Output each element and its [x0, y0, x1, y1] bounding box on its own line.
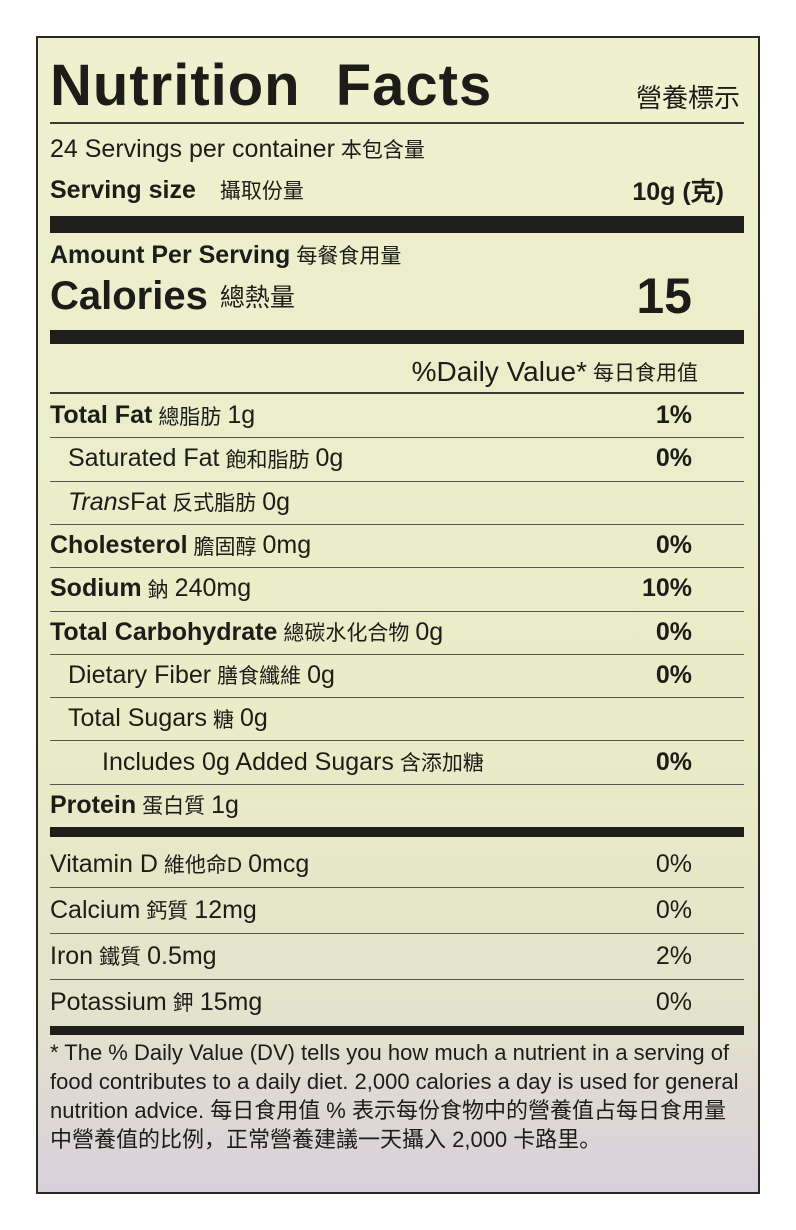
serving-size-zh: 攝取份量	[219, 180, 304, 203]
nutrient-name: Dietary Fiber	[68, 660, 212, 689]
nutrient-zh: 鈣質	[146, 900, 189, 923]
nutrient-zh: 鉀	[172, 992, 194, 1015]
nutrient-name: Total Fat	[50, 401, 153, 430]
serving-size-label: Serving size	[50, 175, 196, 204]
nutrient-zh: 膽固醇	[193, 535, 257, 559]
nutrient-dv: 0%	[655, 617, 692, 646]
nutrient-row: Vitamin D 維他命D 0mcg 0%	[50, 841, 744, 887]
amount-label: Amount Per Serving	[50, 240, 291, 269]
nutrient-name: Protein	[50, 790, 137, 819]
nutrient-name: Cholesterol	[50, 531, 188, 560]
dv-header-zh: 每日食用值	[593, 362, 698, 385]
nutrient-dv: 0%	[655, 895, 692, 924]
nutrient-zh: 鈉	[147, 578, 169, 602]
nutrient-amount: 0g	[262, 487, 290, 516]
nutrient-dv: 10%	[641, 574, 692, 603]
amount-zh: 每餐食用量	[296, 245, 402, 268]
nutrient-amount: 0g	[307, 660, 335, 689]
nutrient-zh: 總碳水化合物	[283, 622, 410, 646]
nutrient-amount: 240mg	[174, 574, 252, 603]
nutrient-amount: 0g	[315, 444, 344, 473]
nutrient-name: Total Sugars	[68, 704, 207, 733]
nutrient-dv: 0%	[655, 444, 692, 473]
nutrient-row: Total Sugars 糖 0g	[50, 697, 744, 740]
nutrient-zh: 反式脂肪	[172, 492, 257, 516]
nutrient-name: Trans	[68, 487, 131, 516]
nutrient-dv: 1%	[655, 401, 692, 430]
nutrient-row: Dietary Fiber 膳食纖維 0g 0%	[50, 654, 744, 697]
nutrient-row: Includes 0g Added Sugars 含添加糖 0%	[50, 740, 744, 783]
nutrient-row: Sodium 鈉 240mg 10%	[50, 567, 744, 610]
nutrient-name-rest: Fat	[130, 487, 167, 516]
serving-size-row: Serving size 攝取份量 10g (克)	[50, 172, 744, 208]
footnote: * The % Daily Value (DV) tells you how m…	[50, 1040, 739, 1152]
nutrient-name: Saturated Fat	[68, 444, 220, 473]
servings-row: 24 Servings per container 本包含量	[50, 132, 744, 166]
nutrient-zh: 膳食纖維	[217, 665, 302, 689]
calories-row: Calories 總熱量 15	[50, 268, 744, 324]
servings-text: 24 Servings per container	[50, 134, 335, 163]
nutrient-zh: 總脂肪	[158, 405, 222, 429]
nutrient-amount: 0g	[239, 704, 268, 733]
nutrient-amount: 0mcg	[248, 849, 310, 878]
nutrient-zh: 維他命D	[163, 854, 243, 877]
nutrient-amount: 12mg	[194, 895, 257, 924]
nutrient-name: Calcium	[50, 895, 141, 924]
nutrient-row: Total Fat 總脂肪 1g 1%	[50, 394, 744, 437]
nutrient-name: Total Carbohydrate	[50, 617, 278, 646]
nutrient-dv: 2%	[655, 941, 692, 970]
title-zh: 營養標示	[635, 84, 740, 114]
nutrient-zh: 含添加糖	[399, 752, 484, 776]
nutrient-name: Iron	[50, 941, 94, 970]
nutrient-zh: 糖	[212, 708, 234, 732]
nutrient-name: Includes 0g Added Sugars	[102, 747, 394, 776]
calories-label: Calories	[50, 273, 208, 318]
nutrient-dv: 0%	[655, 531, 692, 560]
title: Nutrition Facts	[50, 53, 493, 118]
nutrient-row: Iron 鐵質 0.5mg 2%	[50, 933, 744, 979]
nutrient-amount: 0g	[415, 617, 444, 646]
nutrient-row: Calcium 鈣質 12mg 0%	[50, 887, 744, 933]
nutrient-row: Potassium 鉀 15mg 0%	[50, 979, 744, 1025]
serving-size-value: 10g (克)	[632, 178, 724, 206]
nutrient-zh: 鐵質	[99, 946, 142, 969]
nutrient-amount: 1g	[227, 401, 256, 430]
calories-zh: 總熱量	[219, 284, 295, 312]
dv-header-label: %Daily Value*	[411, 356, 587, 387]
nutrient-zh: 蛋白質	[142, 795, 206, 819]
nutrient-row: Cholesterol 膽固醇 0mg 0%	[50, 524, 744, 567]
nutrient-amount: 0mg	[262, 531, 312, 560]
calories-value: 15	[636, 268, 692, 324]
nutrient-row: Trans Fat 反式脂肪 0g	[50, 481, 744, 524]
nutrient-name: Vitamin D	[50, 849, 158, 878]
nutrient-row: Total Carbohydrate 總碳水化合物 0g 0%	[50, 611, 744, 654]
dv-header: %Daily Value* 每日食用值	[50, 352, 744, 392]
nutrient-dv: 0%	[655, 660, 692, 689]
nutrient-name: Potassium	[50, 987, 167, 1016]
nutrient-name: Sodium	[50, 574, 142, 603]
nutrient-amount: 15mg	[199, 987, 263, 1016]
nutrient-row: Protein 蛋白質 1g	[50, 784, 744, 827]
amount-row: Amount Per Serving 每餐食用量	[50, 238, 744, 272]
nutrient-dv: 0%	[655, 747, 692, 776]
nutrition-label: Nutrition Facts 營養標示 24 Servings per con…	[36, 36, 760, 1194]
nutrient-amount: 1g	[211, 790, 239, 819]
servings-zh: 本包含量	[340, 139, 425, 162]
nutrient-dv: 0%	[655, 987, 692, 1016]
nutrient-zh: 飽和脂肪	[225, 448, 310, 472]
nutrient-amount: 0.5mg	[147, 941, 217, 970]
nutrient-dv: 0%	[655, 849, 692, 878]
nutrient-row: Saturated Fat 飽和脂肪 0g 0%	[50, 437, 744, 480]
